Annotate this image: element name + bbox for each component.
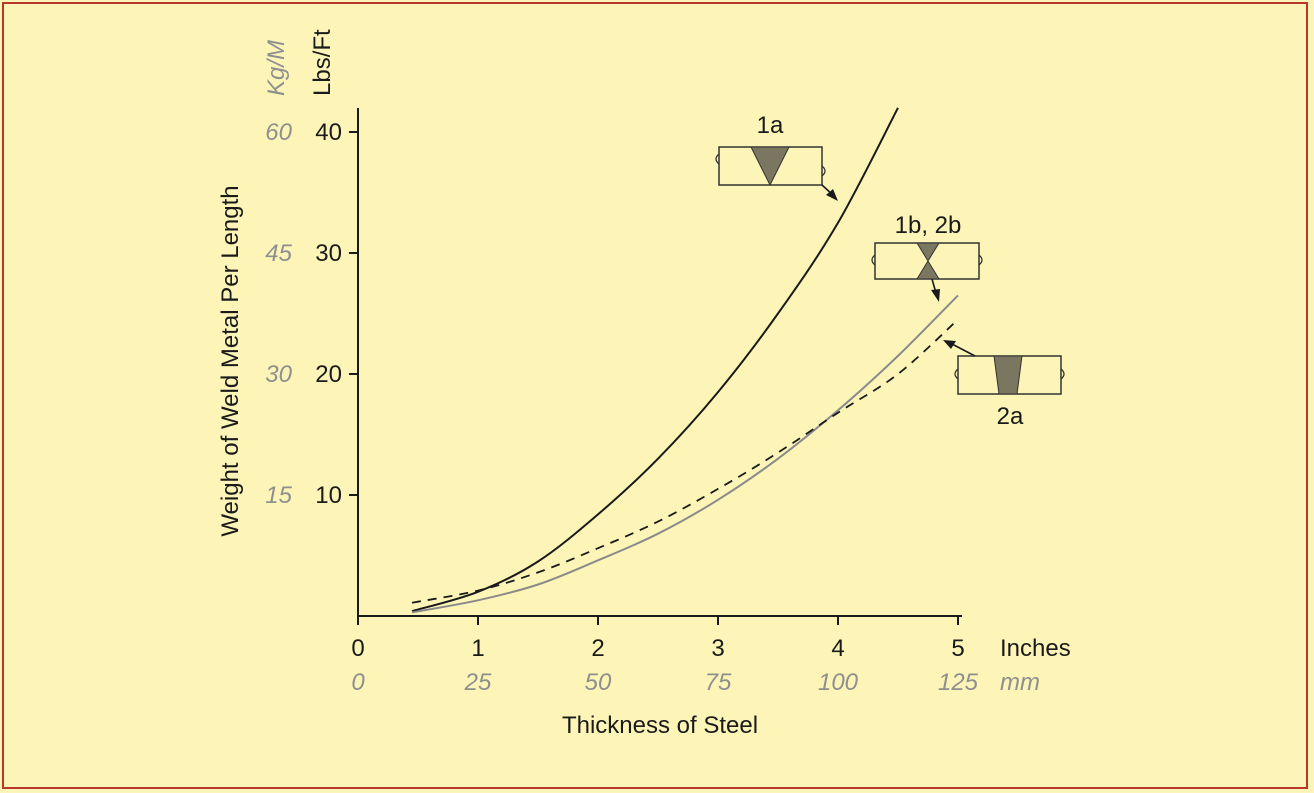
y-tick-label-lbsft: 10 [315,482,342,509]
x-tick-label-mm: 0 [351,669,365,696]
x-tick-label-mm: 50 [585,669,612,696]
y-tick-label-lbsft: 20 [315,361,342,388]
x-tick-label-inches: 4 [831,635,844,662]
x-tick-label-mm: 100 [818,669,859,696]
y-tick-label-lbsft: 30 [315,240,342,267]
y-tick-label-lbsft: 40 [315,119,342,146]
inset-1b-2b: 1b, 2b [871,212,983,302]
x-unit-primary: Inches [1000,635,1071,662]
series-line-1b-2b [411,294,959,614]
series-line-1a [411,107,899,613]
x-tick-label-inches: 0 [351,635,364,662]
inset-label-1b-2b: 1b, 2b [895,212,962,239]
x-tick-label-inches: 3 [711,635,724,662]
x-tick-label-mm: 125 [938,669,979,696]
x-tick-label-mm: 75 [705,669,732,696]
inset-label-2a: 2a [997,403,1024,430]
x-tick-label-inches: 1 [471,635,484,662]
y-axis-title: Weight of Weld Metal Per Length [217,185,244,536]
series-line-2a [411,318,959,604]
inset-1a: 1a [715,112,838,201]
x-unit-secondary: mm [1000,669,1040,696]
x-tick-label-inches: 5 [951,635,964,662]
x-axis-title: Thickness of Steel [562,712,758,739]
inset-2a: 2a [943,340,1065,430]
y-unit-secondary: Kg/M [263,40,290,96]
y-tick-label-kgm: 45 [265,240,292,267]
inset-label-1a: 1a [757,112,784,139]
y-tick-label-kgm: 60 [265,119,292,146]
x-tick-label-mm: 25 [464,669,492,696]
y-tick-label-kgm: 15 [265,482,292,509]
y-unit-primary: Lbs/Ft [309,29,336,96]
x-tick-label-inches: 2 [591,635,604,662]
y-tick-label-kgm: 30 [265,361,292,388]
